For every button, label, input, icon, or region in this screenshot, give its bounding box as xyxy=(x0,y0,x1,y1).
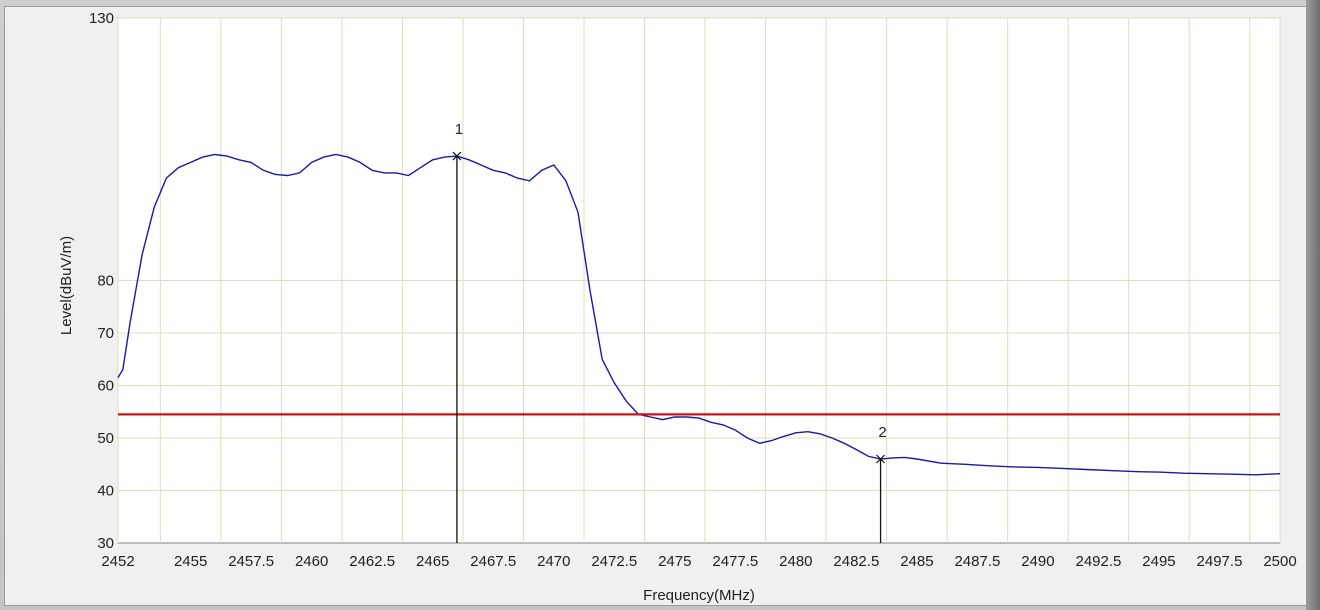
marker-label: 1 xyxy=(455,121,463,138)
x-tick-label: 2485 xyxy=(900,553,933,570)
x-tick-label: 2455 xyxy=(174,553,207,570)
x-tick-label: 2475 xyxy=(658,553,691,570)
window-edge xyxy=(1306,0,1320,610)
y-tick-label: 130 xyxy=(89,10,114,27)
marker-label: 2 xyxy=(878,424,886,441)
x-tick-label: 2462.5 xyxy=(349,553,395,570)
marker-cross-icon xyxy=(876,454,885,464)
y-tick-label: 60 xyxy=(97,378,114,395)
y-axis-label: Level(dBuV/m) xyxy=(58,236,75,335)
x-tick-label: 2460 xyxy=(295,553,328,570)
x-tick-label: 2452 xyxy=(101,553,134,570)
grid-horizontal xyxy=(118,17,1280,491)
x-tick-label: 2490 xyxy=(1021,553,1054,570)
y-tick-label: 40 xyxy=(97,483,114,500)
x-tick-label: 2480 xyxy=(779,553,812,570)
x-tick-label: 2495 xyxy=(1142,553,1175,570)
x-tick-label: 2477.5 xyxy=(712,553,758,570)
y-tick-label: 80 xyxy=(97,273,114,290)
x-tick-label: 2497.5 xyxy=(1197,553,1243,570)
x-tick-label: 2457.5 xyxy=(228,553,274,570)
marker-cross-icon xyxy=(452,151,462,161)
y-tick-label: 70 xyxy=(97,325,114,342)
x-tick-label: 2465 xyxy=(416,553,449,570)
y-tick-labels: 30 40 50 60 70 80 130 xyxy=(89,10,114,552)
x-tick-label: 2472.5 xyxy=(591,553,637,570)
y-tick-label: 50 xyxy=(97,430,114,447)
x-tick-label: 2500 xyxy=(1263,553,1296,570)
x-tick-labels: 2452 2455 2457.5 2460 2462.5 2465 2467.5 2470 24… xyxy=(101,553,1296,570)
y-tick-label: 30 xyxy=(97,535,114,552)
x-tick-label: 2470 xyxy=(537,553,570,570)
markers: 12 xyxy=(452,121,887,543)
series-line xyxy=(117,153,1281,476)
x-tick-label: 2482.5 xyxy=(833,553,879,570)
x-axis-label: Frequency(MHz) xyxy=(643,587,755,604)
x-tick-label: 2487.5 xyxy=(954,553,1000,570)
x-tick-label: 2467.5 xyxy=(470,553,516,570)
x-tick-label: 2492.5 xyxy=(1075,553,1121,570)
